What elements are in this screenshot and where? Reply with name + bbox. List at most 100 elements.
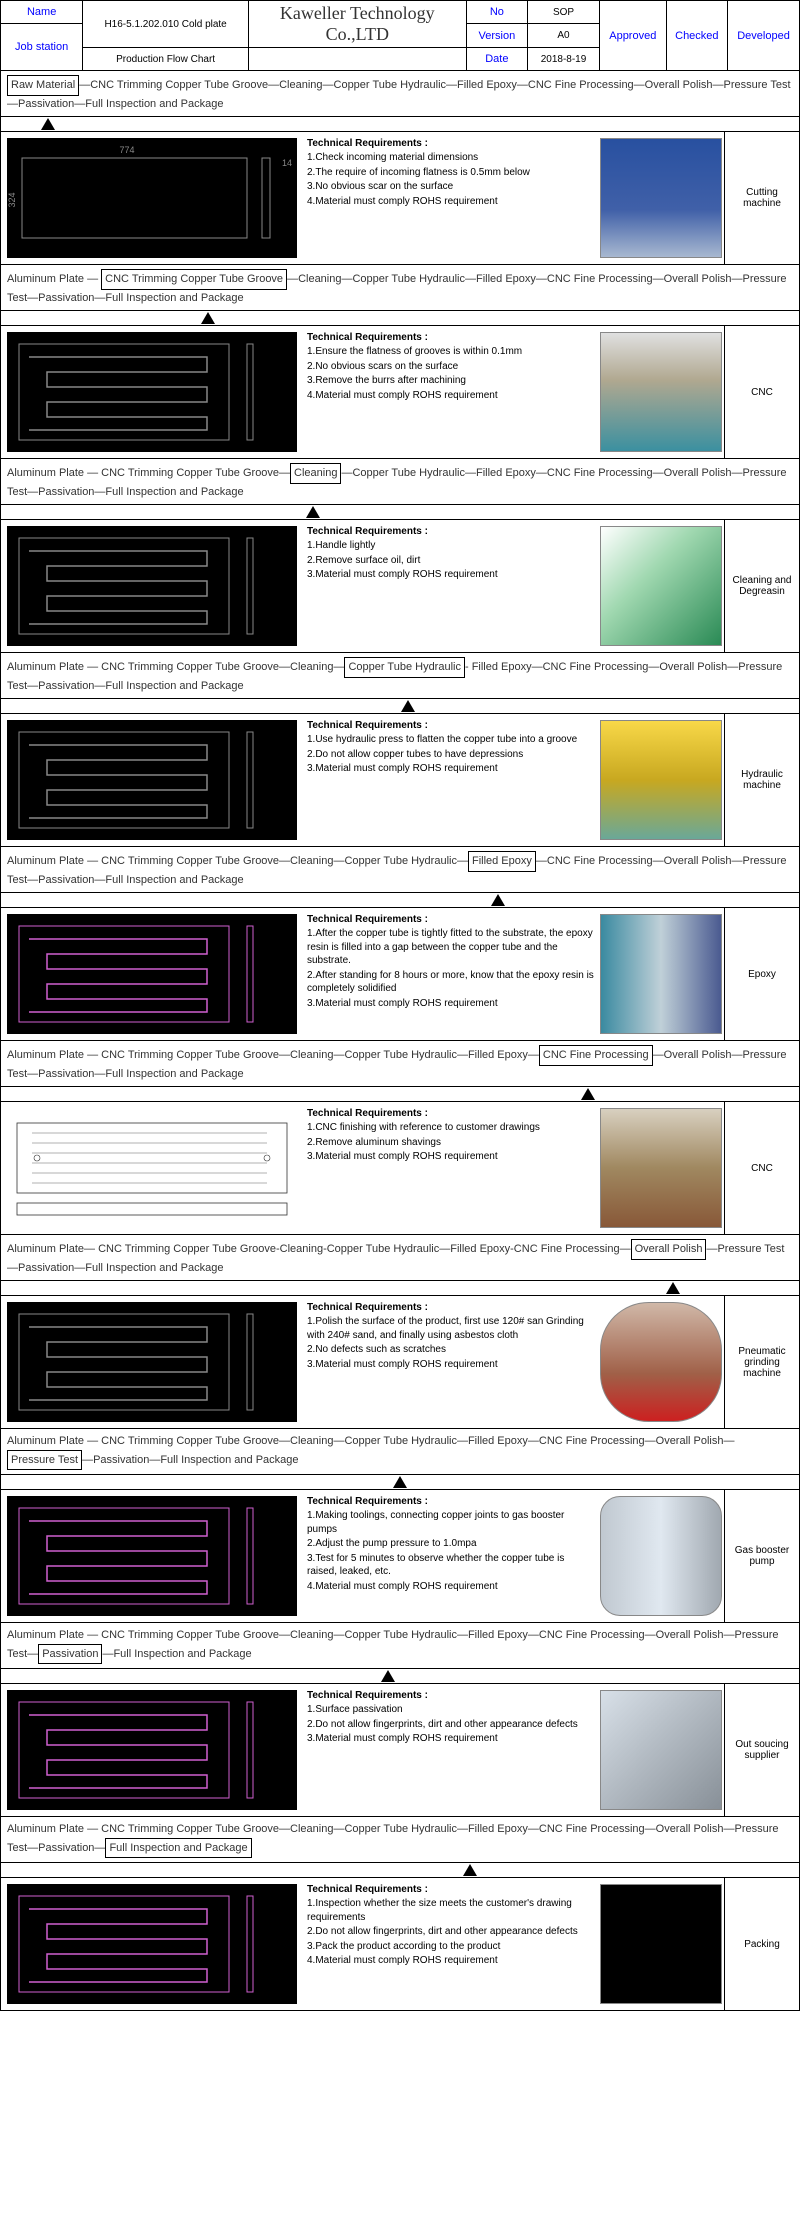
requirements-list: 1.Handle lightly2.Remove surface oil, di… xyxy=(307,539,594,582)
flow-sequence-row: Aluminum Plate — CNC Trimming Copper Tub… xyxy=(0,1429,800,1475)
equipment-label: Packing xyxy=(724,1878,799,2010)
arrow-up-icon xyxy=(581,1088,595,1100)
equipment-label: Hydraulic machine xyxy=(724,714,799,846)
arrow-indicator-row xyxy=(0,699,800,714)
equipment-label: CNC xyxy=(724,326,799,458)
requirements-title: Technical Requirements : xyxy=(307,138,594,149)
requirements-area: Technical Requirements :1.Making tooling… xyxy=(303,1490,598,1622)
arrow-indicator-row xyxy=(0,1863,800,1878)
requirement-item: 2.Do not allow copper tubes to have depr… xyxy=(307,748,594,762)
requirement-item: 2.After standing for 8 hours or more, kn… xyxy=(307,969,594,996)
flow-suffix: —Passivation—Full Inspection and Package xyxy=(82,1454,298,1466)
cad-diagram xyxy=(7,720,297,840)
requirements-list: 1.Use hydraulic press to flatten the cop… xyxy=(307,733,594,776)
requirement-item: 2.No obvious scars on the surface xyxy=(307,360,594,374)
flow-prefix: Aluminum Plate — CNC Trimming Copper Tub… xyxy=(7,855,468,867)
equipment-photo xyxy=(600,1690,722,1810)
arrow-up-icon xyxy=(401,700,415,712)
requirement-item: 2.Do not allow fingerprints, dirt and ot… xyxy=(307,1718,594,1732)
requirements-title: Technical Requirements : xyxy=(307,526,594,537)
arrow-indicator-row xyxy=(0,1281,800,1296)
flow-highlight: Filled Epoxy xyxy=(468,851,536,872)
step-body: 774 324 14 Technical Requirements : 1.Che… xyxy=(0,132,800,265)
step-body: Technical Requirements :1.Inspection whe… xyxy=(0,1878,800,2011)
flow-sequence-row: Aluminum Plate — CNC Trimming Copper Tub… xyxy=(0,1623,800,1669)
flow-sequence-row: Aluminum Plate — CNC Trimming Copper Tub… xyxy=(0,265,800,311)
flow-suffix: —CNC Trimming Copper Tube Groove—Cleanin… xyxy=(7,79,791,110)
step-body: Technical Requirements : 1.Surface passiv… xyxy=(0,1684,800,1817)
flow-prefix: Aluminum Plate — CNC Trimming Copper Tub… xyxy=(7,1049,539,1061)
flow-highlight: Cleaning xyxy=(290,463,341,484)
cad-diagram xyxy=(7,1302,297,1422)
flow-sequence-row: Raw Material—CNC Trimming Copper Tube Gr… xyxy=(0,71,800,117)
requirement-item: 3.Material must comply ROHS requirement xyxy=(307,1150,594,1164)
requirement-item: 3.Material must comply ROHS requirement xyxy=(307,1358,594,1372)
flow-highlight: Passivation xyxy=(38,1644,102,1665)
equipment-label: Epoxy xyxy=(724,908,799,1040)
arrow-indicator-row xyxy=(0,1669,800,1684)
flow-sequence-row: Aluminum Plate — CNC Trimming Copper Tub… xyxy=(0,1041,800,1087)
step-body: Technical Requirements :1.Polish the sur… xyxy=(0,1296,800,1429)
arrow-indicator-row xyxy=(0,893,800,908)
company-name: Kaweller Technology Co.,LTD xyxy=(248,1,466,48)
requirement-item: 1.Check incoming material dimensions xyxy=(307,151,594,165)
requirements-area: Technical Requirements : 1.Use hydraulic … xyxy=(303,714,598,846)
arrow-up-icon xyxy=(491,894,505,906)
step-body: Technical Requirements :1.CNC finishing … xyxy=(0,1102,800,1235)
flow-highlight: CNC Trimming Copper Tube Groove xyxy=(101,269,287,290)
arrow-indicator-row xyxy=(0,1087,800,1102)
requirement-item: 2.Remove surface oil, dirt xyxy=(307,554,594,568)
requirement-item: 1.CNC finishing with reference to custom… xyxy=(307,1121,594,1135)
requirement-item: 3.Pack the product according to the prod… xyxy=(307,1940,594,1954)
hdr-date-label: Date xyxy=(466,48,527,71)
arrow-up-icon xyxy=(41,118,55,130)
equipment-label: CNC xyxy=(724,1102,799,1234)
flow-prefix: Aluminum Plate— CNC Trimming Copper Tube… xyxy=(7,1243,631,1255)
requirement-item: 4.Material must comply ROHS requirement xyxy=(307,1954,594,1968)
requirement-item: 1.Inspection whether the size meets the … xyxy=(307,1897,594,1924)
flow-highlight: Full Inspection and Package xyxy=(105,1838,251,1859)
equipment-photo xyxy=(600,720,722,840)
step-body: Technical Requirements :1.Making tooling… xyxy=(0,1490,800,1623)
cad-diagram xyxy=(7,914,297,1034)
hdr-version-value: A0 xyxy=(528,24,600,48)
arrow-up-icon xyxy=(381,1670,395,1682)
requirements-title: Technical Requirements : xyxy=(307,914,594,925)
requirements-title: Technical Requirements : xyxy=(307,720,594,731)
equipment-photo xyxy=(600,1302,722,1422)
requirement-item: 2.The require of incoming flatness is 0.… xyxy=(307,166,594,180)
cad-diagram: 774 324 14 xyxy=(7,138,297,258)
requirements-title: Technical Requirements : xyxy=(307,1302,594,1313)
equipment-photo xyxy=(600,138,722,258)
requirement-item: 1.Use hydraulic press to flatten the cop… xyxy=(307,733,594,747)
arrow-up-icon xyxy=(393,1476,407,1488)
step-body: Technical Requirements : 1.Use hydraulic … xyxy=(0,714,800,847)
requirement-item: 4.Material must comply ROHS requirement xyxy=(307,195,594,209)
hdr-job-value: Production Flow Chart xyxy=(83,48,249,71)
requirements-list: 1.After the copper tube is tightly fitte… xyxy=(307,927,594,1010)
flow-highlight: Pressure Test xyxy=(7,1450,82,1471)
svg-text:324: 324 xyxy=(7,192,17,207)
requirements-list: 1.Check incoming material dimensions2.Th… xyxy=(307,151,594,208)
requirement-item: 3.Material must comply ROHS requirement xyxy=(307,997,594,1011)
requirement-item: 1.Handle lightly xyxy=(307,539,594,553)
requirements-list: 1.Surface passivation2.Do not allow fing… xyxy=(307,1703,594,1746)
arrow-up-icon xyxy=(306,506,320,518)
hdr-developed: Developed xyxy=(728,1,800,71)
requirements-area: Technical Requirements : 1.Check incoming… xyxy=(303,132,598,264)
requirements-list: 1.CNC finishing with reference to custom… xyxy=(307,1121,594,1164)
arrow-up-icon xyxy=(666,1282,680,1294)
hdr-date-value: 2018-8-19 xyxy=(528,48,600,71)
requirements-title: Technical Requirements : xyxy=(307,1690,594,1701)
equipment-photo xyxy=(600,1884,722,2004)
equipment-label: Cutting machine xyxy=(724,132,799,264)
flow-highlight: Overall Polish xyxy=(631,1239,707,1260)
hdr-no-value: SOP xyxy=(528,1,600,24)
requirement-item: 2.Remove aluminum shavings xyxy=(307,1136,594,1150)
flow-sequence-row: Aluminum Plate— CNC Trimming Copper Tube… xyxy=(0,1235,800,1281)
requirement-item: 1.Surface passivation xyxy=(307,1703,594,1717)
requirement-item: 3.No obvious scar on the surface xyxy=(307,180,594,194)
flow-highlight: CNC Fine Processing xyxy=(539,1045,653,1066)
requirements-title: Technical Requirements : xyxy=(307,1496,594,1507)
hdr-name-label: Name xyxy=(1,1,83,24)
